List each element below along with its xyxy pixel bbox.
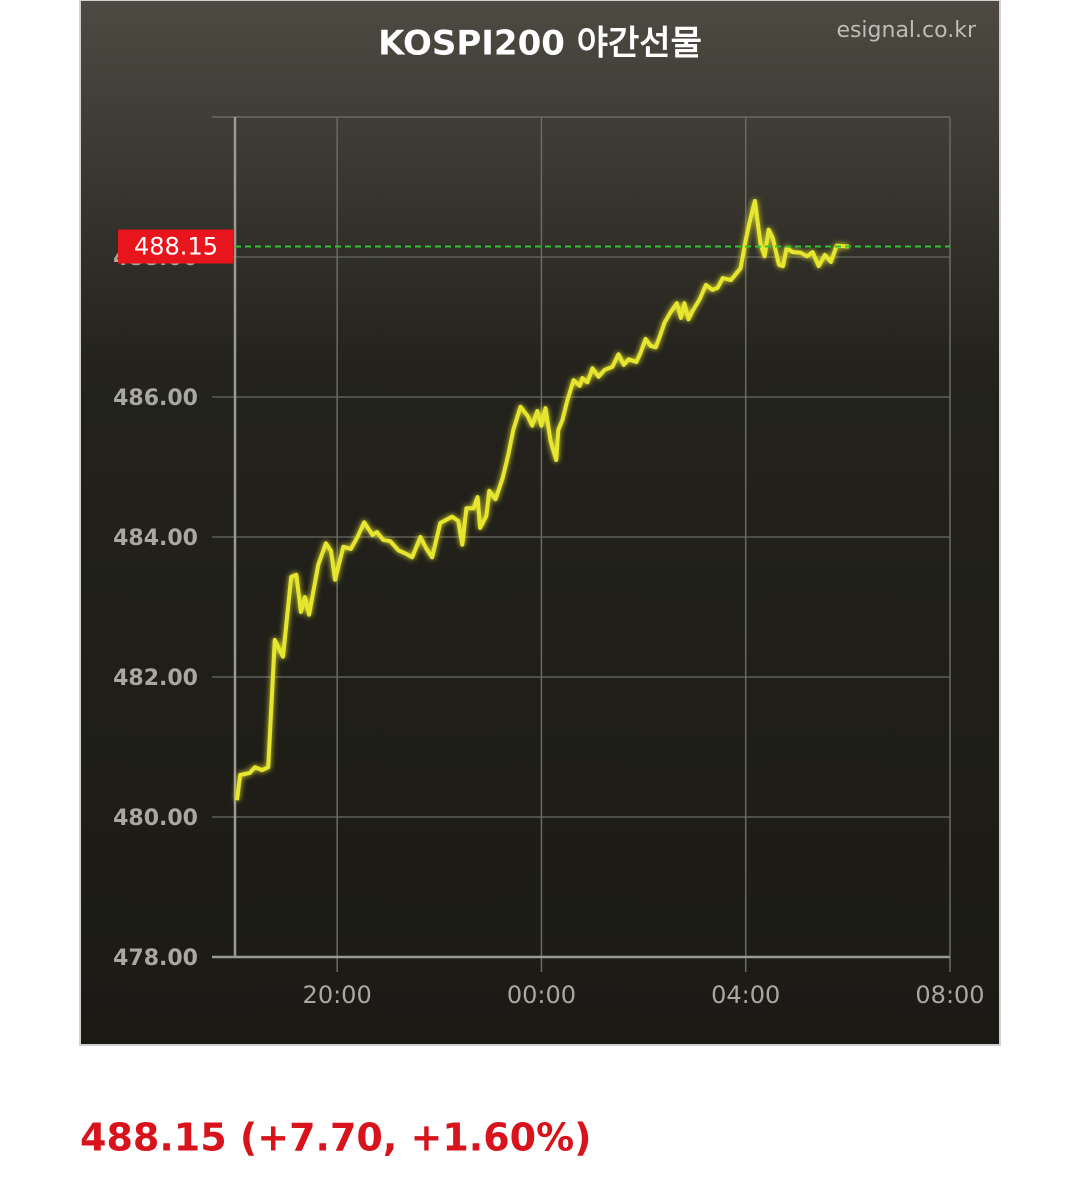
chart-title: KOSPI200 야간선물	[378, 24, 702, 64]
last-value-label: 488.15	[134, 233, 218, 261]
x-tick-label: 20:00	[303, 981, 372, 1009]
y-tick-label: 478.00	[113, 946, 198, 971]
y-tick-label: 480.00	[113, 806, 198, 831]
x-tick-label: 08:00	[915, 981, 984, 1009]
y-tick-label: 482.00	[113, 666, 198, 691]
last-value-box	[118, 229, 233, 264]
y-tick-label: 486.00	[113, 386, 198, 411]
y-tick-label: 484.00	[113, 526, 198, 551]
price-line	[235, 199, 850, 801]
x-tick-label: 00:00	[507, 981, 576, 1009]
chart-panel	[79, 0, 1001, 1046]
price-summary: 488.15 (+7.70, +1.60%)	[80, 1116, 592, 1160]
x-tick-label: 04:00	[711, 981, 780, 1009]
source-label: esignal.co.kr	[836, 18, 977, 43]
